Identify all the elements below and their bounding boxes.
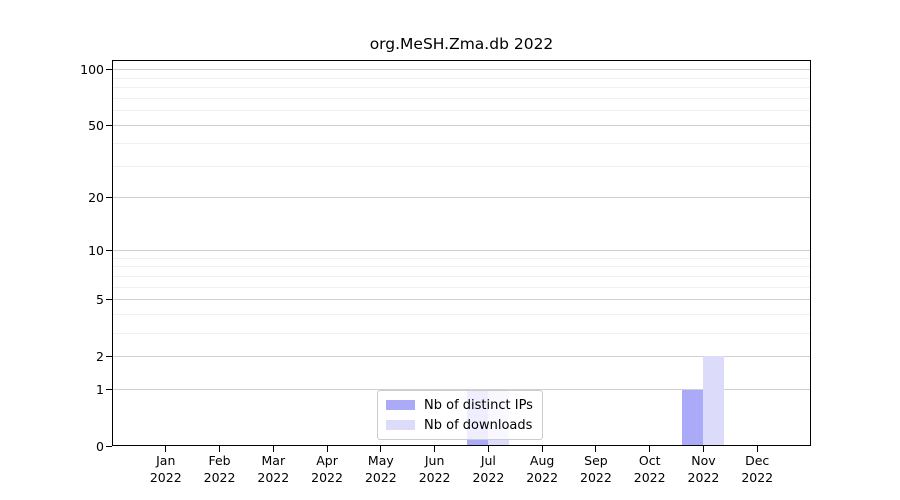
year-label: 2022 — [149, 469, 182, 485]
minor-gridline-70 — [112, 98, 811, 100]
y-tick-mark-0 — [106, 445, 112, 447]
x-tick-mark-feb — [219, 446, 221, 452]
year-label: 2022 — [418, 469, 451, 485]
month-label: Jul — [480, 453, 496, 468]
y-tick-mark-10 — [106, 250, 112, 252]
x-tick-mark-sep — [595, 446, 597, 452]
x-tick-label-jul: Jul 2022 — [456, 453, 520, 486]
month-label: Jan — [156, 453, 176, 468]
y-tick-label-5: 5 — [96, 292, 104, 308]
y-tick-label-0: 0 — [96, 438, 104, 454]
x-tick-mark-jan — [165, 446, 167, 452]
month-label: Oct — [638, 453, 661, 468]
legend: Nb of distinct IPs Nb of downloads — [377, 390, 543, 440]
x-tick-label-jun: Jun 2022 — [403, 453, 467, 486]
month-label: Mar — [261, 453, 286, 468]
minor-gridline-80 — [112, 87, 811, 89]
minor-gridline-9 — [112, 257, 811, 259]
y-tick-mark-2 — [106, 355, 112, 357]
major-gridline-2 — [112, 355, 811, 357]
year-label: 2022 — [633, 469, 666, 485]
major-gridline-1 — [112, 389, 811, 390]
y-tick-mark-1 — [106, 389, 112, 390]
year-label: 2022 — [364, 469, 397, 485]
y-tick-label-50: 50 — [88, 118, 104, 134]
year-label: 2022 — [311, 469, 343, 485]
legend-swatch-downloads — [386, 420, 415, 430]
major-gridline-50 — [112, 125, 811, 127]
x-tick-label-oct: Oct 2022 — [618, 453, 682, 486]
year-label: 2022 — [741, 469, 774, 485]
x-tick-mark-nov — [702, 446, 704, 452]
major-gridline-5 — [112, 299, 811, 301]
x-tick-mark-mar — [272, 446, 274, 452]
major-gridline-20 — [112, 197, 811, 199]
x-tick-label-nov: Nov 2022 — [671, 453, 735, 486]
bar-downloads-nov — [703, 356, 725, 446]
legend-label-distinct-ips: Nb of distinct IPs — [424, 397, 533, 413]
year-label: 2022 — [472, 469, 505, 485]
year-label: 2022 — [580, 469, 612, 485]
year-label: 2022 — [526, 469, 559, 485]
x-tick-mark-oct — [649, 446, 651, 452]
year-label: 2022 — [687, 469, 720, 485]
y-tick-label-2: 2 — [96, 348, 104, 364]
chart-title: org.MeSH.Zma.db 2022 — [369, 35, 554, 53]
month-label: Apr — [316, 453, 338, 468]
legend-item-distinct-ips: Nb of distinct IPs — [386, 396, 533, 414]
minor-gridline-3 — [112, 332, 811, 334]
month-label: Feb — [208, 453, 231, 468]
minor-gridline-8 — [112, 266, 811, 268]
x-tick-mark-jun — [434, 446, 436, 452]
minor-gridline-7 — [112, 276, 811, 278]
month-label: Jun — [424, 453, 445, 468]
y-tick-label-100: 100 — [80, 62, 104, 78]
x-tick-label-mar: Mar 2022 — [241, 453, 305, 486]
x-tick-label-apr: Apr 2022 — [295, 453, 359, 486]
y-tick-mark-50 — [106, 125, 112, 127]
x-tick-mark-apr — [326, 446, 328, 452]
legend-swatch-distinct-ips — [386, 400, 415, 410]
x-tick-label-aug: Aug 2022 — [510, 453, 574, 486]
minor-gridline-6 — [112, 286, 811, 288]
month-label: Dec — [745, 453, 770, 468]
x-tick-mark-aug — [541, 446, 543, 452]
year-label: 2022 — [203, 469, 236, 485]
month-label: May — [367, 453, 394, 468]
x-tick-mark-jul — [487, 446, 489, 452]
x-tick-label-may: May 2022 — [349, 453, 413, 486]
x-tick-mark-dec — [756, 446, 758, 452]
bar-distinct-ips-nov — [682, 389, 704, 446]
minor-gridline-60 — [112, 110, 811, 112]
year-label: 2022 — [257, 469, 290, 485]
y-tick-label-10: 10 — [88, 243, 104, 259]
y-tick-label-20: 20 — [88, 190, 104, 206]
y-tick-mark-5 — [106, 299, 112, 301]
major-gridline-10 — [112, 250, 811, 252]
minor-gridline-4 — [112, 314, 811, 316]
x-tick-label-sep: Sep 2022 — [564, 453, 628, 486]
minor-gridline-40 — [112, 142, 811, 144]
month-label: Sep — [584, 453, 608, 468]
legend-label-downloads: Nb of downloads — [424, 417, 533, 433]
x-tick-label-dec: Dec 2022 — [725, 453, 789, 486]
x-tick-mark-may — [380, 446, 382, 452]
major-gridline-100 — [112, 69, 811, 71]
minor-gridline-90 — [112, 77, 811, 79]
y-tick-mark-20 — [106, 197, 112, 199]
x-tick-label-jan: Jan 2022 — [134, 453, 198, 486]
minor-gridline-30 — [112, 165, 811, 167]
y-tick-label-1: 1 — [96, 382, 104, 397]
x-tick-label-feb: Feb 2022 — [188, 453, 252, 486]
month-label: Aug — [529, 453, 555, 468]
month-label: Nov — [691, 453, 716, 468]
legend-item-downloads: Nb of downloads — [386, 416, 533, 434]
y-tick-mark-100 — [106, 69, 112, 71]
